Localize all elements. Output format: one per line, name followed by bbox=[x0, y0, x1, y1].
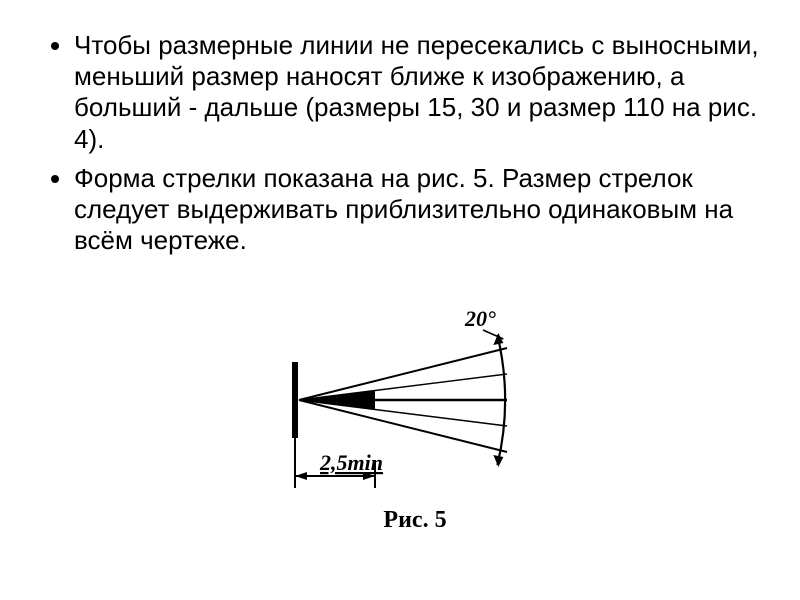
svg-text:20°: 20° bbox=[464, 310, 496, 331]
svg-text:2,5min: 2,5min bbox=[319, 450, 383, 475]
slide: Чтобы размерные линии не пересекались с … bbox=[0, 0, 800, 600]
figure-caption: Рис. 5 bbox=[265, 507, 565, 534]
bullet-list: Чтобы размерные линии не пересекались с … bbox=[50, 30, 760, 256]
bullet-item: Чтобы размерные линии не пересекались с … bbox=[74, 30, 760, 155]
figure-svg: 20° 2,5min bbox=[265, 310, 565, 510]
figure-arrow-shape: 20° 2,5min Рис. 5 bbox=[265, 310, 565, 540]
bullet-item: Форма стрелки показана на рис. 5. Размер… bbox=[74, 163, 760, 257]
